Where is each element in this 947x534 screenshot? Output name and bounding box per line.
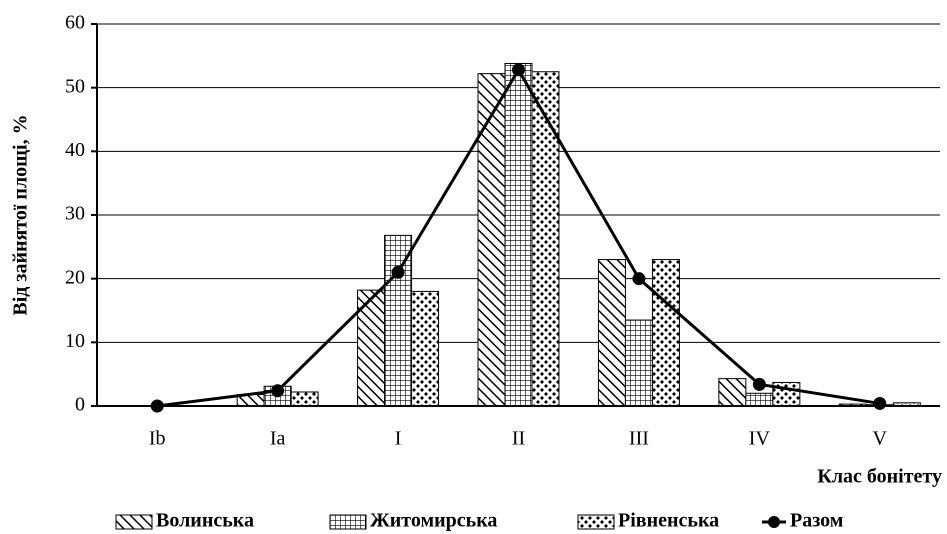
legend-swatch [768,516,780,528]
x-tick-label: Ia [270,428,286,450]
x-tick-label: II [512,428,525,450]
legend-swatch [115,514,153,530]
bar [504,62,533,407]
line-marker [512,63,525,77]
bar [531,71,560,407]
line-marker [150,399,164,413]
y-tick-label: 50 [65,75,85,97]
line-marker [873,396,887,410]
x-tick-label: III [629,428,649,450]
y-tick-label: 30 [65,203,85,225]
legend-swatch [577,514,615,530]
legend-label: Разом [790,510,843,532]
legend-label: Житомирська [370,510,497,532]
x-tick-label: IV [749,428,771,450]
legend-swatch [329,514,367,530]
bar [290,391,319,407]
y-tick-label: 60 [65,12,85,34]
x-tick-label: I [395,428,402,450]
bar [718,378,747,407]
y-tick-label: 10 [65,330,85,352]
legend-label: Волинська [156,510,254,532]
line-marker [391,265,405,279]
y-tick-label: 40 [65,139,85,161]
x-tick-label: V [873,428,888,450]
x-axis-label: Клас бонітету [817,466,942,488]
y-axis-label: Від зайнятої площі, % [10,114,32,315]
legend-label: Рівненська [618,510,719,532]
line-marker [752,377,766,391]
bar [384,234,413,407]
bar [477,73,506,407]
bar [597,259,626,407]
x-tick-label: Ib [149,428,166,450]
line-marker [632,272,646,286]
y-tick-label: 20 [65,266,85,288]
bar [745,392,774,407]
bar [651,259,680,407]
bar [411,290,440,407]
bar [624,319,653,407]
y-tick-label: 0 [75,394,85,416]
line-marker [271,384,285,398]
